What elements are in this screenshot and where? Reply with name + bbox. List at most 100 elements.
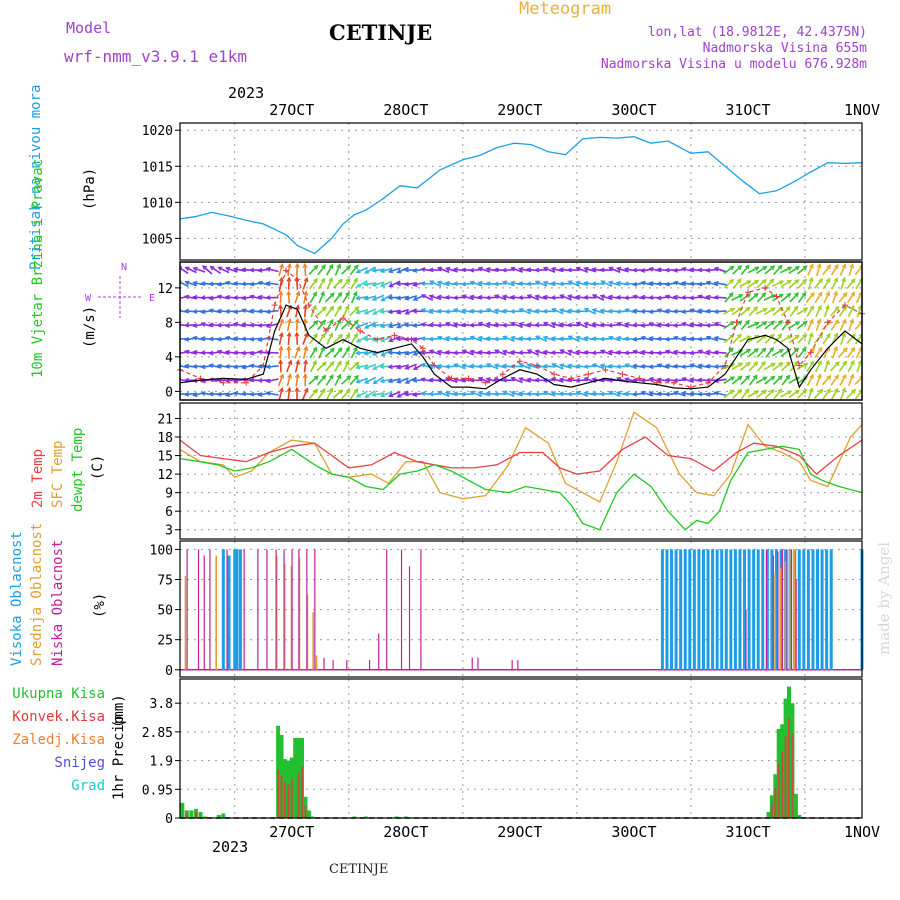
- wind-arrow-head: [850, 304, 855, 310]
- wind-arrow-head: [656, 336, 662, 342]
- wind-arrow: [616, 267, 629, 273]
- wind-arrow-head: [355, 393, 361, 398]
- wind-arrow-head: [849, 263, 855, 269]
- wind-arrow-head: [738, 349, 744, 354]
- wind-arrow-head: [817, 373, 822, 379]
- wind-arrow: [796, 320, 808, 330]
- wind-arrow: [789, 306, 799, 317]
- bottom-year: 2023: [212, 838, 249, 856]
- wind-arrow-head: [240, 281, 246, 287]
- wind-arrow-head: [534, 391, 540, 397]
- wind-arrow: [349, 319, 359, 331]
- wind-arrow: [748, 361, 758, 372]
- wind-arrow-head: [809, 360, 815, 366]
- wind-arrow: [295, 263, 299, 277]
- wind-arrow-head: [477, 266, 483, 272]
- wind-arrow: [278, 319, 284, 332]
- wind-arrow-head: [689, 308, 695, 313]
- wind-arrow-head: [257, 392, 263, 397]
- wind-arrow: [747, 266, 759, 274]
- wind-arrow: [731, 362, 743, 371]
- wind-arrow-head: [313, 375, 319, 381]
- wind-arrow-head: [599, 267, 605, 273]
- cloud-ytick-label: 50: [157, 604, 173, 619]
- wind-arrow-head: [460, 336, 466, 342]
- wind-arrow-head: [338, 389, 344, 395]
- wind-arrow-head: [559, 363, 565, 368]
- wind-arrow: [682, 377, 694, 383]
- temperature-ytick-label: 3: [165, 524, 173, 539]
- wind-arrow-head: [320, 277, 326, 283]
- wind-arrow-head: [240, 295, 247, 301]
- wind-arrow-head: [396, 393, 402, 398]
- wind-arrow-head: [363, 324, 370, 329]
- wind-arrow-head: [502, 335, 508, 341]
- wind-arrow-head: [648, 336, 654, 341]
- wind-arrow: [266, 267, 279, 273]
- wind-arrow-head: [183, 391, 190, 397]
- wind-arrow-head: [303, 276, 309, 283]
- precip-bar-conv: [301, 766, 303, 818]
- wind-arrow: [649, 322, 662, 328]
- precip-bar-total: [203, 816, 208, 818]
- wind-arrow: [584, 308, 597, 315]
- wind-arrow: [797, 292, 807, 303]
- wind-arrow-head: [353, 319, 359, 325]
- bottom-day-label: 27OCT: [269, 823, 314, 841]
- wind-arrow-head: [477, 390, 483, 396]
- wind-arrow-head: [209, 265, 215, 271]
- wind-arrow: [356, 335, 368, 343]
- wind-arrow-head: [534, 267, 540, 273]
- wind-arrow-head: [615, 390, 622, 396]
- wind-arrow: [437, 336, 450, 342]
- wind-arrow-head: [355, 378, 361, 384]
- wind-arrow: [317, 388, 326, 400]
- wind-arrow-head: [705, 267, 711, 273]
- wind-arrow-head: [517, 281, 524, 286]
- wind-arrow-head: [672, 349, 678, 355]
- wind-arrow: [772, 362, 783, 371]
- wind-arrow-head: [395, 350, 401, 356]
- legend-snow: Snijeg: [12, 755, 105, 778]
- wind-arrow-head: [420, 322, 426, 327]
- wind-arrow: [763, 307, 776, 316]
- wind-arrow: [437, 391, 450, 397]
- wind-arrow-head: [607, 335, 614, 341]
- temp-units: (C): [90, 454, 106, 480]
- wind-arrow: [781, 306, 791, 317]
- wind-arrow-head: [664, 294, 671, 300]
- wind-arrow-head: [379, 323, 385, 329]
- wind-arrow-head: [420, 281, 426, 287]
- wind-arrow-head: [834, 361, 840, 367]
- wind-arrow-head: [648, 295, 654, 301]
- wind-arrow-head: [328, 277, 333, 283]
- wind-arrow-head: [460, 267, 466, 273]
- wind-arrow-head: [648, 350, 654, 356]
- wind-arrow-head: [354, 350, 361, 356]
- lonlat: lon,lat (18.9812E, 42.4375N): [648, 25, 867, 40]
- wind-arrow: [462, 294, 475, 301]
- wind-arrow-head: [794, 389, 800, 395]
- wind-arrow: [350, 278, 358, 290]
- wind-gust-marker: [431, 362, 438, 369]
- wind-arrow: [755, 265, 767, 275]
- wind-arrow-head: [265, 323, 271, 329]
- wind-arrow: [724, 347, 734, 358]
- wind-arrow: [584, 322, 597, 328]
- wind-arrow-head: [257, 308, 263, 314]
- wind-arrow-head: [257, 349, 263, 355]
- wind-arrow-head: [656, 281, 662, 287]
- wind-arrow-head: [353, 332, 358, 338]
- wind-arrow-head: [355, 338, 361, 343]
- wind-arrow-head: [534, 377, 540, 383]
- wind-arrow-head: [224, 294, 230, 300]
- low-cloud-ylabel-text: Niska Oblacnost: [50, 539, 66, 666]
- wind-arrow: [185, 266, 197, 274]
- wind-arrow-head: [785, 305, 791, 311]
- wind-arrow-head: [329, 292, 335, 298]
- wind-arrow: [286, 360, 292, 373]
- wind-arrow-head: [469, 363, 475, 369]
- wind-arrow-head: [477, 294, 483, 300]
- wind-arrow-head: [746, 335, 752, 340]
- wind-arrow-head: [802, 333, 808, 339]
